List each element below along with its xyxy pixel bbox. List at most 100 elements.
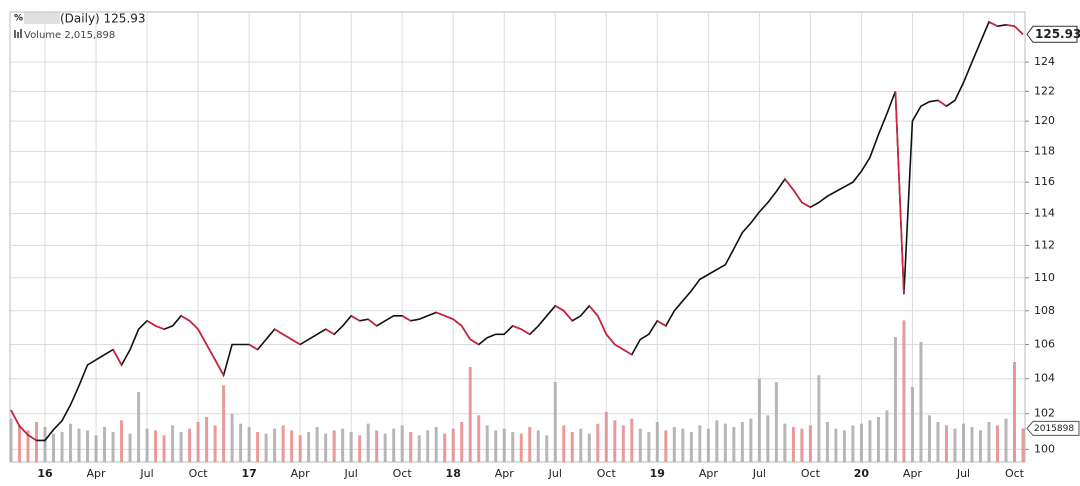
volume-bar [774,382,778,462]
volume-bar [842,430,846,462]
volume-bar [740,422,744,462]
volume-bar [332,430,336,462]
x-tick-label: Apr [699,467,719,480]
volume-bar [468,367,472,462]
volume-bar [400,425,404,462]
volume-callout-label: 2015898 [1034,424,1074,434]
price-line [10,20,1024,442]
x-tick-label: 19 [650,467,665,480]
price-down-segment [282,333,293,341]
volume-bar [647,432,651,462]
price-down-segment [622,348,633,356]
y-tick-label: 114 [1034,206,1055,219]
price-down-segment [350,315,361,322]
volume-bar [766,415,770,462]
price-down-segment [367,318,378,327]
volume-bar [562,425,566,462]
x-tick-label: 20 [854,467,870,480]
volume-bar [18,425,22,462]
volume-bar [995,425,999,462]
volume-bar [77,428,81,462]
volume-bar [723,423,727,462]
volume-bar [587,433,591,462]
volume-bar [358,435,362,462]
volume-bar [630,418,634,462]
x-tick-label: Oct [801,467,821,480]
price-down-segment [597,315,608,335]
volume-bar [893,337,897,462]
volume-bar [579,428,583,462]
price-down-segment [792,189,803,203]
blurred-symbol [24,12,60,24]
volume-bar [715,420,719,462]
volume-bar [409,432,413,462]
volume-bar [978,430,982,462]
volume-bar [324,433,328,462]
volume-bar [817,375,821,462]
y-tick-label: 104 [1034,372,1055,385]
volume-bar [808,425,812,462]
x-tick-label: Apr [291,467,311,480]
volume-bar [1004,418,1008,462]
price-down-segment [27,434,37,442]
volume-bar [570,432,574,462]
volume-bar [528,427,532,462]
volume-bar [638,428,642,462]
volume-bar [953,428,957,462]
price-down-segment [614,343,624,351]
price-down-segment [988,21,998,27]
price-down-segment [894,91,905,295]
volume-bar [434,427,438,462]
price-down-segment [10,409,21,427]
volume-bar [791,427,795,462]
x-tick-label: Oct [189,467,209,480]
volume-bar [834,428,838,462]
price-down-segment [1005,23,1015,27]
volume-bar [111,432,115,462]
price-down-segment [554,305,565,312]
x-tick-label: Jul [344,467,358,480]
volume-bar [519,433,523,462]
volume-bar [621,425,625,462]
price-down-segment [248,343,259,351]
volume-bar [485,425,489,462]
volume-bar [800,428,804,462]
price-down-segment [605,333,616,345]
volume-bar [970,427,974,462]
price-down-segment [155,325,165,330]
price-down-segment [401,315,412,322]
volume-bar [188,428,192,462]
price-down-segment [189,320,199,330]
volume-bar [961,423,965,462]
price-down-segment [469,338,480,346]
y-tick-label: 112 [1034,238,1055,251]
x-tick-label: Oct [393,467,413,480]
volume-bar [596,423,600,462]
volume-bar [230,413,234,462]
price-callout-label: 125.93 [1035,27,1080,41]
plot-frame [9,11,1026,463]
volume-bar [613,420,617,462]
volume-bar [944,425,948,462]
volume-bar [162,435,166,462]
volume-bar [290,430,294,462]
volume-bar [536,430,540,462]
volume-callout [1026,420,1080,436]
price-callout [1026,25,1078,43]
volume-bar [910,387,914,462]
volume-bar [664,430,668,462]
volume-bar [460,422,464,462]
volume-bar [681,428,685,462]
price-down-segment [291,338,301,346]
volume-bar [392,428,396,462]
volume-bar [103,427,107,462]
volume-bar [315,427,319,462]
price-down-segment [205,344,216,361]
y-tick-label: 116 [1034,175,1055,188]
volume-bar [264,433,268,462]
volume-bar [26,430,30,462]
x-tick-label: 17 [241,467,256,480]
volume-bar [94,435,98,462]
volume-bar [783,423,787,462]
volume-bar [307,432,311,462]
